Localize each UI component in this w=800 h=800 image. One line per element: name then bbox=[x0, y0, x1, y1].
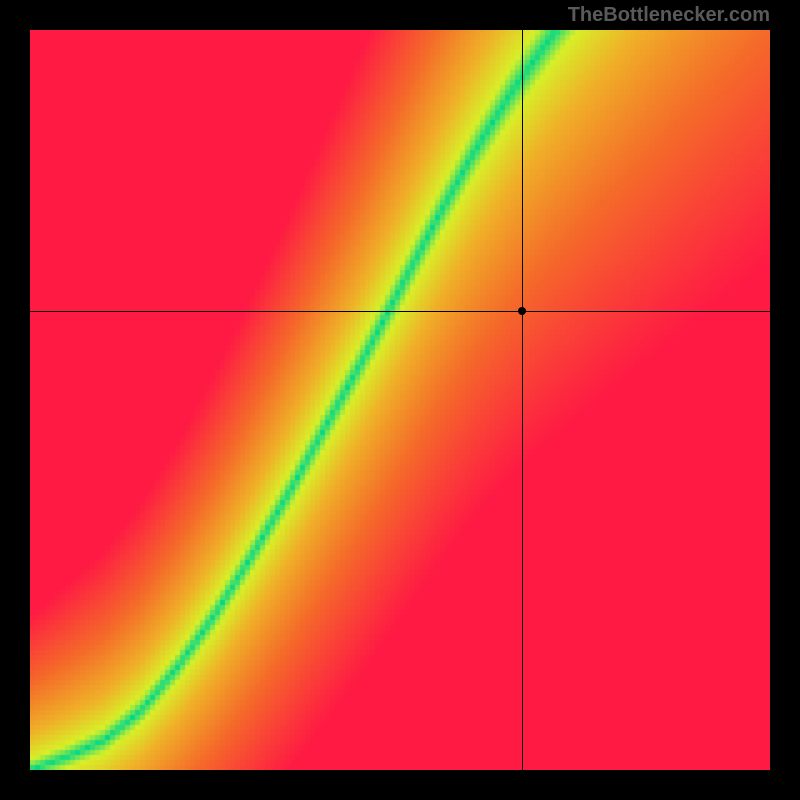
heatmap-canvas bbox=[30, 30, 770, 770]
crosshair-horizontal bbox=[30, 311, 770, 312]
crosshair-marker bbox=[518, 307, 526, 315]
plot-area bbox=[30, 30, 770, 770]
chart-container: TheBottlenecker.com bbox=[0, 0, 800, 800]
attribution-text: TheBottlenecker.com bbox=[568, 4, 770, 27]
crosshair-vertical bbox=[522, 30, 523, 770]
